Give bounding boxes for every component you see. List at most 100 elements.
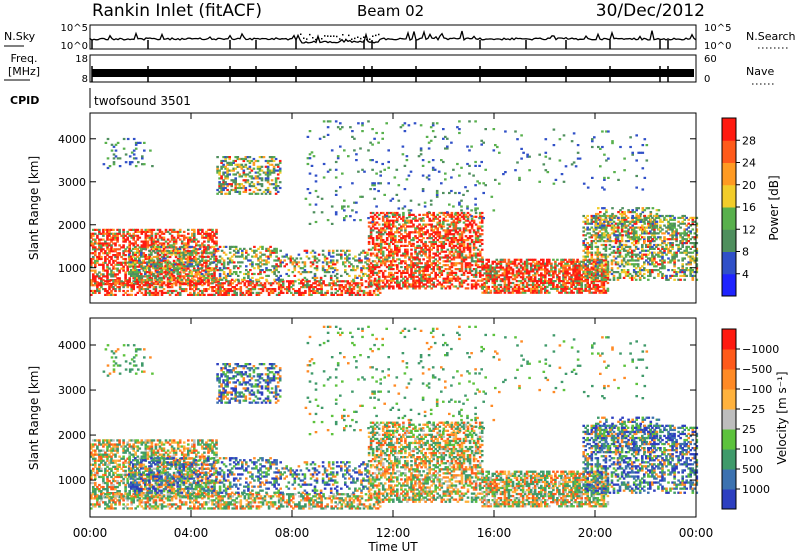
heatmap-cell (596, 271, 600, 274)
heatmap-cell (400, 279, 403, 282)
heatmap-cell (144, 244, 148, 247)
heatmap-cell (166, 271, 170, 274)
heatmap-cell (468, 235, 472, 238)
heatmap-cell (207, 267, 210, 270)
heatmap-cell (278, 171, 282, 174)
heatmap-cell (383, 213, 387, 216)
heatmap-cell (418, 271, 421, 274)
heatmap-cell (456, 240, 460, 244)
heatmap-cell (227, 288, 230, 291)
heatmap-cell (166, 249, 169, 252)
heatmap-cell (242, 165, 246, 168)
heatmap-cell (219, 282, 222, 285)
heatmap-cell (436, 217, 439, 220)
heatmap-cell (458, 252, 462, 255)
heatmap-cell (235, 291, 238, 294)
heatmap-cell (275, 259, 278, 262)
heatmap-cell (267, 257, 270, 260)
heatmap-cell (270, 156, 274, 159)
heatmap-cell (148, 261, 151, 264)
heatmap-cell (430, 262, 433, 265)
heatmap-cell (426, 223, 429, 226)
heatmap-cell (416, 237, 419, 240)
heatmap-cell (442, 281, 446, 284)
heatmap-cell (400, 287, 403, 290)
heatmap-cell (416, 275, 419, 278)
heatmap-cell (211, 230, 214, 233)
heatmap-cell (344, 280, 348, 283)
heatmap-cell (172, 240, 176, 243)
heatmap-cell (144, 242, 148, 245)
heatmap-cell (207, 234, 210, 237)
heatmap-cell (442, 240, 446, 244)
heatmap-cell (358, 286, 362, 289)
heatmap-cell (414, 235, 417, 238)
heatmap-cell (394, 240, 397, 244)
heatmap-cell (162, 254, 166, 257)
heatmap-cell (160, 265, 163, 268)
heatmap-cell (94, 269, 97, 272)
heatmap-cell (193, 232, 196, 235)
heatmap-cell (184, 257, 188, 261)
heatmap-cell (550, 262, 553, 265)
heatmap-cell (146, 271, 149, 274)
heatmap-cell (554, 260, 557, 263)
heatmap-cell (160, 293, 164, 296)
heatmap-cell (187, 293, 190, 296)
heatmap-cell (216, 249, 220, 252)
heatmap-cell (180, 288, 184, 291)
heatmap-cell (131, 261, 135, 264)
heatmap-cell (264, 192, 268, 195)
heatmap-cell (213, 271, 216, 274)
heatmap-cell (390, 277, 393, 280)
heatmap-cell (616, 267, 620, 270)
heatmap-cell (616, 238, 620, 241)
heatmap-cell (426, 266, 429, 269)
heatmap-cell (376, 293, 380, 296)
heatmap-cell (160, 242, 164, 245)
heatmap-cell (507, 287, 511, 290)
heatmap-cell (624, 255, 628, 258)
heatmap-cell (556, 274, 559, 277)
heatmap-cell (184, 244, 188, 247)
heatmap-cell (580, 283, 583, 287)
heatmap-cell (428, 275, 431, 278)
heatmap-cell (102, 275, 105, 278)
heatmap-cell (142, 269, 146, 272)
heatmap-cell (245, 289, 249, 293)
heatmap-cell (234, 181, 237, 184)
heatmap-cell (164, 246, 168, 249)
heatmap-cell (521, 274, 525, 277)
heatmap-cell (136, 271, 139, 274)
heatmap-cell (140, 240, 144, 243)
heatmap-cell (180, 245, 183, 248)
heatmap-cell (94, 289, 97, 293)
heatmap-cell (450, 250, 454, 253)
heatmap-cell (379, 242, 383, 245)
heatmap-cell (172, 248, 176, 251)
heatmap-cell (114, 282, 117, 285)
heatmap-cell (207, 240, 210, 243)
heatmap-cell (215, 288, 218, 291)
heatmap-cell (620, 255, 624, 258)
heatmap-cell (385, 227, 389, 230)
heatmap-cell (209, 238, 212, 241)
heatmap-cell (266, 167, 270, 170)
heatmap-cell (231, 289, 234, 293)
heatmap-cell (92, 277, 95, 280)
heatmap-cell (375, 262, 379, 265)
heatmap-cell (285, 280, 289, 283)
heatmap-cell (588, 274, 591, 277)
heatmap-cell (373, 283, 377, 286)
heatmap-cell (366, 291, 370, 294)
heatmap-cell (356, 289, 360, 293)
heatmap-cell (312, 289, 315, 293)
heatmap-cell (448, 244, 452, 247)
heatmap-cell (196, 261, 200, 264)
heatmap-cell (136, 276, 139, 279)
heatmap-cell (408, 275, 411, 278)
heatmap-cell (245, 269, 248, 272)
heatmap-cell (146, 234, 150, 237)
heatmap-cell (261, 259, 264, 262)
heatmap-cell (434, 231, 437, 234)
